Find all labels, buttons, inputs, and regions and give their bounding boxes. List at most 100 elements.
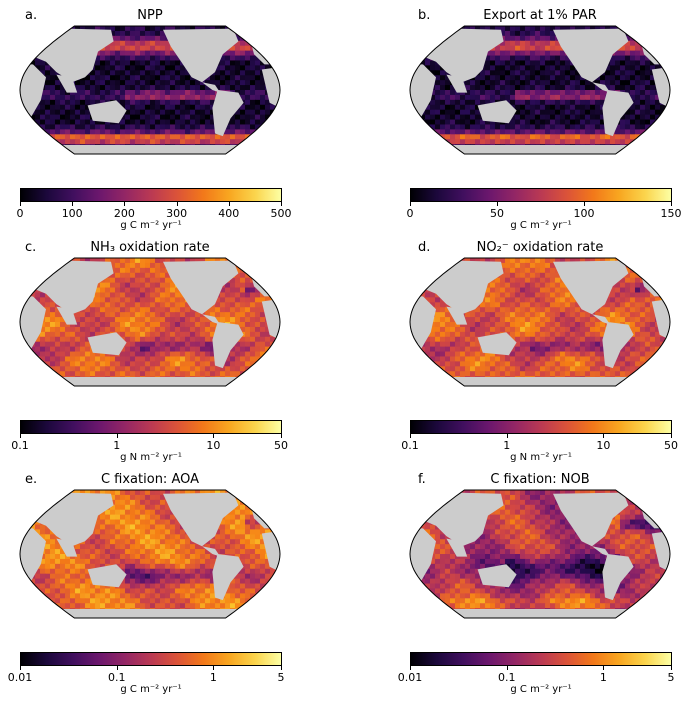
- colorbar-tick-mark: [506, 666, 508, 670]
- map-panel: f. C fixation: NOB 0.01 0.1 1 5 g C m⁻² yr⁻¹: [398, 472, 695, 697]
- colorbar-tick-label: 1: [599, 671, 607, 684]
- panel-letter: b.: [418, 8, 431, 23]
- land-mass: [202, 546, 221, 557]
- land-mass: [592, 82, 611, 93]
- colorbar-tick-mark: [584, 202, 585, 206]
- land-mass: [40, 377, 260, 386]
- colorbar-tick-label: 50: [490, 207, 504, 220]
- colorbar-tick-label: 0: [406, 207, 414, 220]
- colorbar-tick-label: 1: [113, 439, 121, 452]
- colorbar-unit-label: g N m⁻² yr⁻¹: [510, 452, 572, 463]
- map-panel: e. C fixation: AOA 0.01 0.1 1 5 g C m⁻² yr⁻¹: [8, 472, 320, 697]
- colorbar-ticks: 0 100 200 300 400 500: [17, 202, 292, 220]
- panel-title: C fixation: NOB: [490, 472, 590, 487]
- land-mass: [202, 314, 221, 325]
- land-mass: [410, 296, 436, 351]
- land-mass: [40, 145, 260, 154]
- colorbar-tick-mark: [281, 202, 282, 206]
- map-image: [409, 489, 671, 619]
- colorbar-tick-mark: [116, 434, 118, 438]
- panel-letter: c.: [25, 240, 37, 255]
- land-mass: [592, 314, 611, 325]
- colorbar-tick-label: 1: [503, 439, 511, 452]
- colorbar-tick-mark: [410, 202, 411, 206]
- colorbar-unit-label: g C m⁻² yr⁻¹: [510, 220, 572, 231]
- panel-title: NPP: [137, 8, 163, 23]
- colorbar-ticks: 0.1 1 10 50: [11, 434, 288, 452]
- land-mass: [410, 528, 436, 583]
- land-mass: [261, 531, 280, 572]
- map-panel: d. NO₂⁻ oxidation rate 0.1 1 10 50 g N m⁻² yr⁻…: [401, 240, 695, 465]
- colorbar-tick-mark: [671, 434, 672, 438]
- land-mass: [446, 74, 468, 93]
- colorbar-tick-mark: [410, 666, 411, 670]
- colorbar-tick-label: 0.01: [397, 671, 423, 684]
- panel-letter: f.: [418, 472, 426, 487]
- land-mass: [430, 145, 650, 154]
- land-mass: [87, 332, 127, 356]
- land-mass: [602, 554, 634, 601]
- land-mass: [261, 67, 280, 108]
- land-mass: [446, 306, 468, 325]
- land-mass: [87, 564, 127, 588]
- colorbar-tick-label: 0.1: [497, 671, 516, 684]
- map-image: [19, 25, 281, 155]
- map-image: [19, 489, 281, 619]
- colorbar-tick-label: 100: [61, 207, 83, 220]
- colorbar-tick-mark: [176, 202, 178, 206]
- colorbar-tick-mark: [497, 202, 498, 206]
- colorbar-tick-mark: [116, 666, 118, 670]
- colorbar-tick-mark: [506, 434, 508, 438]
- land-mass: [20, 528, 46, 583]
- colorbar-tick-label: 150: [660, 207, 682, 220]
- colorbar-tick-label: 5: [667, 671, 675, 684]
- colorbar: [20, 652, 282, 666]
- land-mass: [261, 299, 280, 340]
- land-mass: [446, 538, 468, 557]
- colorbar-ticks: 0 50 100 150: [407, 202, 682, 220]
- map-outline: [409, 489, 671, 619]
- colorbar-tick-mark: [410, 434, 411, 438]
- panel-letter: a.: [25, 8, 38, 23]
- land-mass: [430, 377, 650, 386]
- colorbar-tick-mark: [281, 434, 282, 438]
- colorbar-tick-mark: [124, 202, 126, 206]
- map-image: [409, 257, 671, 387]
- land-mass: [40, 609, 260, 618]
- colorbar-tick-label: 100: [573, 207, 595, 220]
- map-image: [409, 25, 671, 155]
- colorbar: [410, 188, 672, 202]
- colorbar-tick-mark: [603, 434, 605, 438]
- colorbar-tick-label: 50: [664, 439, 678, 452]
- map-outline: [409, 257, 671, 387]
- colorbar-tick-mark: [603, 666, 605, 670]
- land-mass: [20, 64, 46, 119]
- land-mass: [56, 306, 78, 325]
- colorbar-tick-label: 500: [270, 207, 292, 220]
- panel-title: C fixation: AOA: [100, 472, 200, 487]
- panel-title: NO₂⁻ oxidation rate: [476, 240, 604, 255]
- colorbar-tick-mark: [671, 202, 672, 206]
- map-outline: [19, 489, 281, 619]
- colorbar-tick-mark: [671, 666, 672, 670]
- land-mass: [20, 296, 46, 351]
- colorbar-tick-label: 0.1: [11, 439, 29, 452]
- colorbar-tick-label: 0: [16, 207, 24, 220]
- land-mass: [477, 332, 517, 356]
- land-mass: [477, 564, 517, 588]
- colorbar-tick-label: 0.01: [7, 671, 33, 684]
- land-mass: [202, 82, 221, 93]
- colorbar: [20, 420, 282, 434]
- colorbar-tick-label: 200: [113, 207, 135, 220]
- colorbar-ticks: 0.01 0.1 1 5: [398, 666, 675, 684]
- land-mass: [87, 100, 127, 124]
- colorbar-tick-label: 10: [206, 439, 221, 452]
- colorbar-tick-mark: [72, 202, 74, 206]
- colorbar-tick-mark: [20, 666, 21, 670]
- colorbar-ticks: 0.01 0.1 1 5: [8, 666, 285, 684]
- land-mass: [410, 64, 436, 119]
- colorbar-unit-label: g C m⁻² yr⁻¹: [120, 684, 182, 695]
- colorbar-tick-mark: [20, 202, 21, 206]
- panel-title: Export at 1% PAR: [483, 8, 597, 23]
- map-outline: [409, 25, 671, 155]
